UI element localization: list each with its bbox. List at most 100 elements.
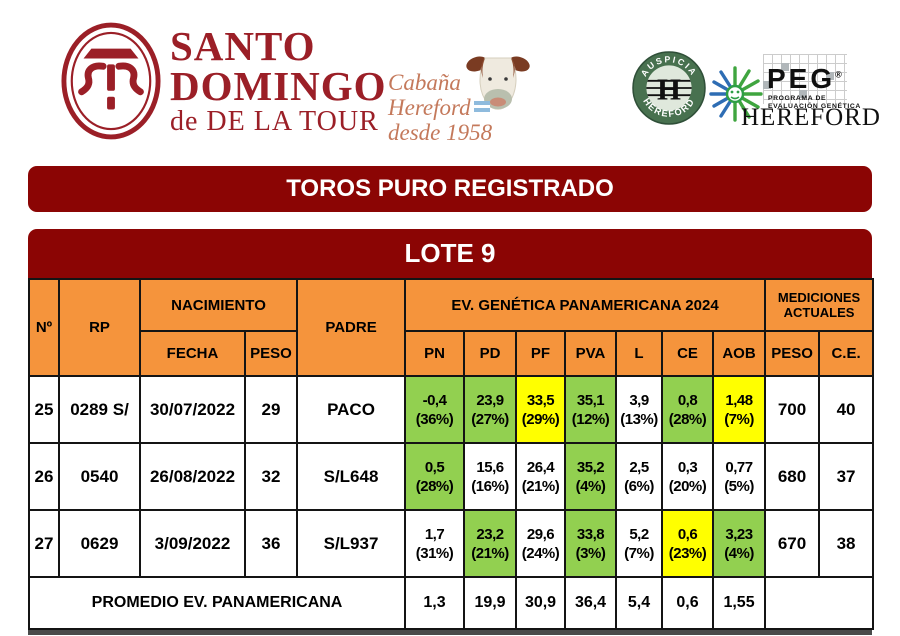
brand-name-line2: DOMINGO: [170, 63, 387, 109]
ev-value: 3,23: [725, 525, 753, 543]
peg-grid: [763, 54, 847, 104]
ev-cell-l: 2,5 (6%): [615, 442, 664, 511]
ev-cell-pf: 33,5 (29%): [515, 375, 567, 444]
cell-peso-nacimiento: 32: [243, 442, 299, 511]
peg-hereford-wordmark: HEREFORD: [741, 104, 881, 131]
ev-cell-aob: 0,77 (5%): [712, 442, 767, 511]
avg-aob: 1,55: [712, 576, 767, 630]
peg-hereford-logo: PEG® PROGRAMA DE EVALUACIÓN GENÉTICA HER…: [705, 54, 880, 134]
ev-value: -0,4: [422, 391, 447, 409]
ev-cell-pva: 33,8 (3%): [564, 509, 618, 578]
cabana-line3: desde 1958: [388, 120, 493, 145]
cabana-line1: Cabaña: [388, 70, 461, 95]
ev-value: 1,7 (31%): [415, 525, 454, 562]
avg-pf: 30,9: [515, 576, 567, 630]
ev-cell-pd: 15,6 (16%): [463, 442, 518, 511]
registered-mark: ®: [835, 69, 842, 80]
ev-cell-pf: 29,6 (24%): [515, 509, 567, 578]
cell-peso-actual: 670: [764, 509, 821, 578]
page-header: SANTO DOMINGO de DE LA TOUR Cabaña Heref…: [0, 0, 900, 162]
ev-accuracy: (23%): [668, 544, 707, 562]
ev-value: 15,6: [476, 458, 504, 476]
ev-accuracy: (5%): [724, 477, 754, 495]
table-row: 27 0629 3/09/2022 36 S/L937 1,7 (31%) 23…: [28, 509, 875, 578]
ev-accuracy: (28%): [415, 477, 454, 495]
averages-empty-cell: [764, 576, 875, 630]
averages-row: PROMEDIO EV. PANAMERICANA 1,3 19,9 30,9 …: [27, 576, 875, 630]
col-header-ce-actual: C.E.: [818, 330, 875, 377]
ev-value: 3,9: [629, 391, 649, 409]
col-header-peso-nacimiento: PESO: [243, 330, 299, 377]
ev-value: 26,4: [526, 458, 555, 476]
bulls-table-wrap: Nº RP NACIMIENTO PADRE EV. GENÉTICA PANA…: [27, 278, 875, 635]
ev-cell-ce: 0,6 (23%): [661, 509, 715, 578]
ev-cell-l: 5,2 (7%): [615, 509, 664, 578]
ev-cell-ce: 0,3 (20%): [661, 442, 715, 511]
table-row: 25 0289 S/ 30/07/2022 29 PACO -0,4 (36%) …: [28, 375, 875, 444]
ev-cell-aob: 3,23 (4%): [712, 509, 767, 578]
col-header-num: Nº: [28, 278, 60, 377]
avg-pn: 1,3: [404, 576, 466, 630]
table-row: 26 0540 26/08/2022 32 S/L648 0,5 (28%) 15…: [28, 442, 875, 511]
ev-accuracy: (4%): [575, 477, 606, 495]
group-header-ev-genetica: EV. GENÉTICA PANAMERICANA 2024: [404, 278, 767, 332]
ev-value: 0,5: [424, 458, 445, 476]
ev-cell-ce: 0,8 (28%): [661, 375, 715, 444]
ev-accuracy: (21%): [521, 477, 560, 495]
ev-accuracy: (24%): [521, 544, 560, 562]
brand-name-line1: SANTO: [170, 23, 316, 69]
group-header-nacimiento: NACIMIENTO: [138, 278, 299, 332]
col-header-pd: PD: [463, 330, 518, 377]
ev-accuracy: (27%): [471, 410, 509, 428]
avg-l: 5,4: [615, 576, 664, 630]
col-header-l: L: [615, 330, 664, 377]
peg-title: PEG®: [767, 63, 842, 94]
ev-cell-l: 3,9 (13%): [615, 375, 664, 444]
ev-cell-pd: 23,9 (27%): [463, 375, 518, 444]
peg-subtitle-line1: PROGRAMA DE: [768, 95, 827, 102]
peg-subtitle-line2: EVALUACIÓN GENÉTICA: [768, 103, 861, 110]
cell-rp: 0289 S/: [58, 375, 141, 444]
avg-pva: 36,4: [564, 576, 618, 630]
cell-num: 26: [28, 442, 60, 511]
ev-cell-pva: 35,2 (4%): [564, 442, 618, 511]
cell-padre: S/L937: [296, 509, 407, 578]
avg-pd: 19,9: [463, 576, 518, 630]
ev-accuracy: (29%): [521, 410, 560, 428]
ev-value: 23,2: [476, 525, 504, 543]
col-header-ce: CE: [661, 330, 715, 377]
ev-cell-pf: 26,4 (21%): [515, 442, 567, 511]
ev-value: 23,9: [476, 391, 504, 409]
ev-value: 0,3: [677, 458, 698, 476]
brand-name-line3: de DE LA TOUR: [170, 106, 379, 137]
cell-peso-nacimiento: 29: [243, 375, 299, 444]
ev-accuracy: (20%): [668, 477, 707, 495]
ev-value: 33,8: [576, 525, 605, 543]
ev-accuracy: (6%): [624, 477, 654, 495]
cell-padre: PACO: [296, 375, 407, 444]
ev-accuracy: (12%): [571, 410, 610, 428]
cell-ce-actual: 40: [818, 375, 875, 444]
ev-cell-pd: 23,2 (21%): [463, 509, 518, 578]
ev-value: 0,8: [677, 391, 698, 409]
ev-value: 2,5: [629, 458, 649, 476]
cell-rp: 0540: [58, 442, 141, 511]
ev-value: 1,48: [725, 391, 753, 409]
cell-fecha: 30/07/2022: [139, 375, 246, 444]
col-header-fecha: FECHA: [139, 330, 246, 377]
cell-ce-actual: 38: [818, 509, 875, 578]
ev-cell-pva: 35,1 (12%): [564, 375, 618, 444]
ev-cell-pn: -0,4 (36%): [404, 375, 466, 444]
cell-peso-actual: 680: [764, 442, 821, 511]
ev-value: 33,5: [526, 391, 555, 409]
cabana-tagline: Cabaña Hereford desde 1958: [388, 70, 492, 145]
brand-wordmark: SANTO DOMINGO de DE LA TOUR: [170, 26, 387, 138]
col-header-padre: PADRE: [296, 278, 407, 377]
ev-value: 35,1: [576, 391, 605, 409]
argentina-flag-icon: [474, 101, 490, 112]
cell-fecha: 3/09/2022: [139, 509, 246, 578]
cabana-line2: Hereford: [388, 95, 471, 120]
ev-cell-aob: 1,48 (7%): [712, 375, 767, 444]
ev-value: 5,2: [629, 525, 649, 543]
